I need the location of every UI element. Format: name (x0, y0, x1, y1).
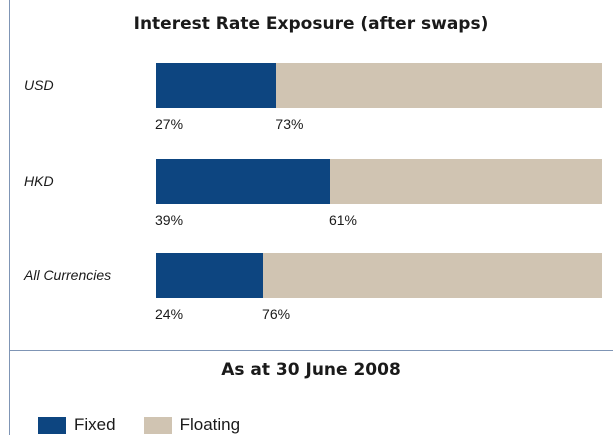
bar-floating-all-currencies (263, 253, 602, 298)
chart-title: Interest Rate Exposure (after swaps) (133, 14, 489, 34)
data-label-fixed-hkd: 39% (155, 212, 184, 228)
data-label-floating-usd: 73% (275, 116, 304, 132)
category-label-usd: USD (24, 77, 54, 93)
bar-fixed-usd (156, 63, 277, 108)
category-label-hkd: HKD (24, 173, 54, 189)
data-label-fixed-usd: 27% (155, 116, 184, 132)
data-label-floating-all-currencies: 76% (262, 306, 291, 322)
legend-label-floating: Floating (179, 415, 241, 434)
data-label-fixed-all-currencies: 24% (155, 306, 184, 322)
legend: Fixed Floating (38, 415, 268, 435)
bar-floating-usd (276, 63, 602, 108)
data-label-floating-hkd: 61% (328, 212, 357, 228)
legend-swatch-floating (143, 416, 172, 434)
frame-left-border (9, 0, 10, 435)
bar-floating-hkd (329, 159, 602, 204)
bar-fixed-all-currencies (156, 253, 264, 298)
legend-label-fixed: Fixed (74, 415, 116, 434)
legend-swatch-fixed (38, 416, 66, 434)
category-label-all-currencies: All Currencies (24, 267, 112, 283)
legend-item-floating: Floating (143, 415, 241, 435)
frame-divider (9, 350, 613, 351)
legend-item-fixed: Fixed (38, 415, 116, 435)
chart-subtitle: As at 30 June 2008 (221, 360, 401, 380)
bar-fixed-hkd (156, 159, 330, 204)
